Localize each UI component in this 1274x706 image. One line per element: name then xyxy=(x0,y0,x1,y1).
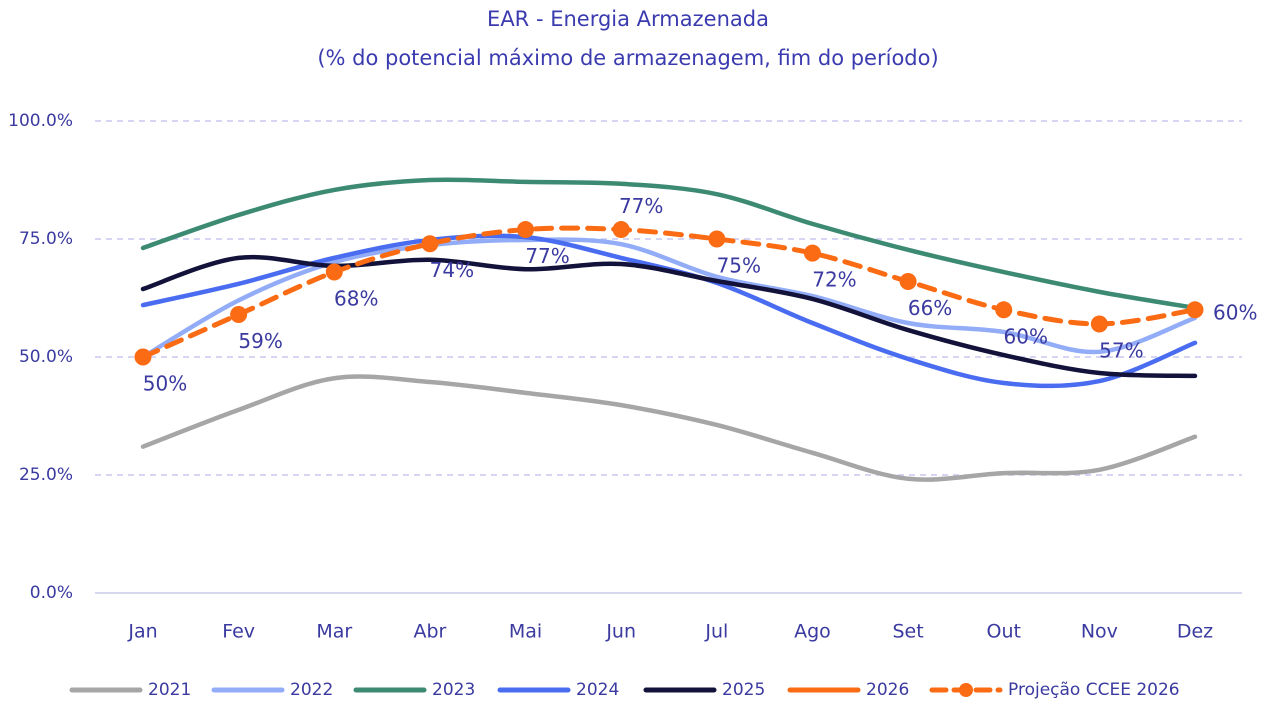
legend-label: 2023 xyxy=(432,680,475,700)
legend-label: 2024 xyxy=(576,680,619,700)
projection-marker xyxy=(1090,315,1108,333)
x-tick-label: Jan xyxy=(127,621,157,643)
chart-subtitle: (% do potencial máximo de armazenagem, f… xyxy=(317,46,938,70)
x-tick-label: Abr xyxy=(413,621,446,643)
data-label: 77% xyxy=(525,244,569,268)
series-line xyxy=(140,254,1198,379)
data-label: 50% xyxy=(143,372,187,396)
projection-marker xyxy=(803,244,821,262)
x-tick-label: Fev xyxy=(222,621,255,643)
y-tick-label: 50.0% xyxy=(19,347,73,367)
series-line xyxy=(140,177,1198,311)
data-label: 77% xyxy=(619,194,663,218)
data-label: 60% xyxy=(1004,324,1048,348)
data-label: 60% xyxy=(1213,300,1257,324)
data-label: 74% xyxy=(430,258,474,282)
legend-label: 2022 xyxy=(290,680,333,700)
projection-marker xyxy=(612,221,630,239)
projection-marker xyxy=(708,230,726,248)
projection-marker xyxy=(1186,301,1204,319)
legend-label: 2025 xyxy=(722,680,765,700)
x-tick-label: Jul xyxy=(704,621,728,643)
projection-marker xyxy=(517,221,535,239)
projection-marker xyxy=(899,272,917,290)
legend-label: Projeção CCEE 2026 xyxy=(1008,680,1180,700)
projection-marker xyxy=(134,348,152,366)
series-line xyxy=(140,237,1198,360)
data-label: 75% xyxy=(717,254,761,278)
data-label: 72% xyxy=(812,268,856,292)
x-tick-label: Set xyxy=(892,621,923,643)
projection-marker xyxy=(995,301,1013,319)
data-label: 57% xyxy=(1099,338,1143,362)
chart-title: EAR - Energia Armazenada xyxy=(487,7,769,31)
legend-label: 2026 xyxy=(866,680,909,700)
data-label: 59% xyxy=(238,329,282,353)
x-tick-label: Ago xyxy=(794,621,831,643)
y-tick-label: 100.0% xyxy=(8,111,73,131)
projection-marker xyxy=(421,235,439,253)
data-label: 66% xyxy=(908,296,952,320)
y-tick-label: 75.0% xyxy=(19,229,73,249)
legend-label: 2021 xyxy=(148,680,191,700)
x-tick-label: Out xyxy=(987,621,1021,643)
projection-marker xyxy=(325,263,343,281)
x-tick-label: Mai xyxy=(509,621,542,643)
legend-marker xyxy=(959,683,973,697)
x-tick-label: Dez xyxy=(1177,621,1213,643)
series-line xyxy=(140,374,1198,482)
y-tick-label: 25.0% xyxy=(19,465,73,485)
data-label: 68% xyxy=(334,287,378,311)
x-tick-label: Jun xyxy=(605,621,636,643)
y-tick-label: 0.0% xyxy=(30,583,73,603)
x-tick-label: Nov xyxy=(1081,621,1118,643)
x-tick-label: Mar xyxy=(316,621,352,643)
projection-marker xyxy=(230,306,248,324)
